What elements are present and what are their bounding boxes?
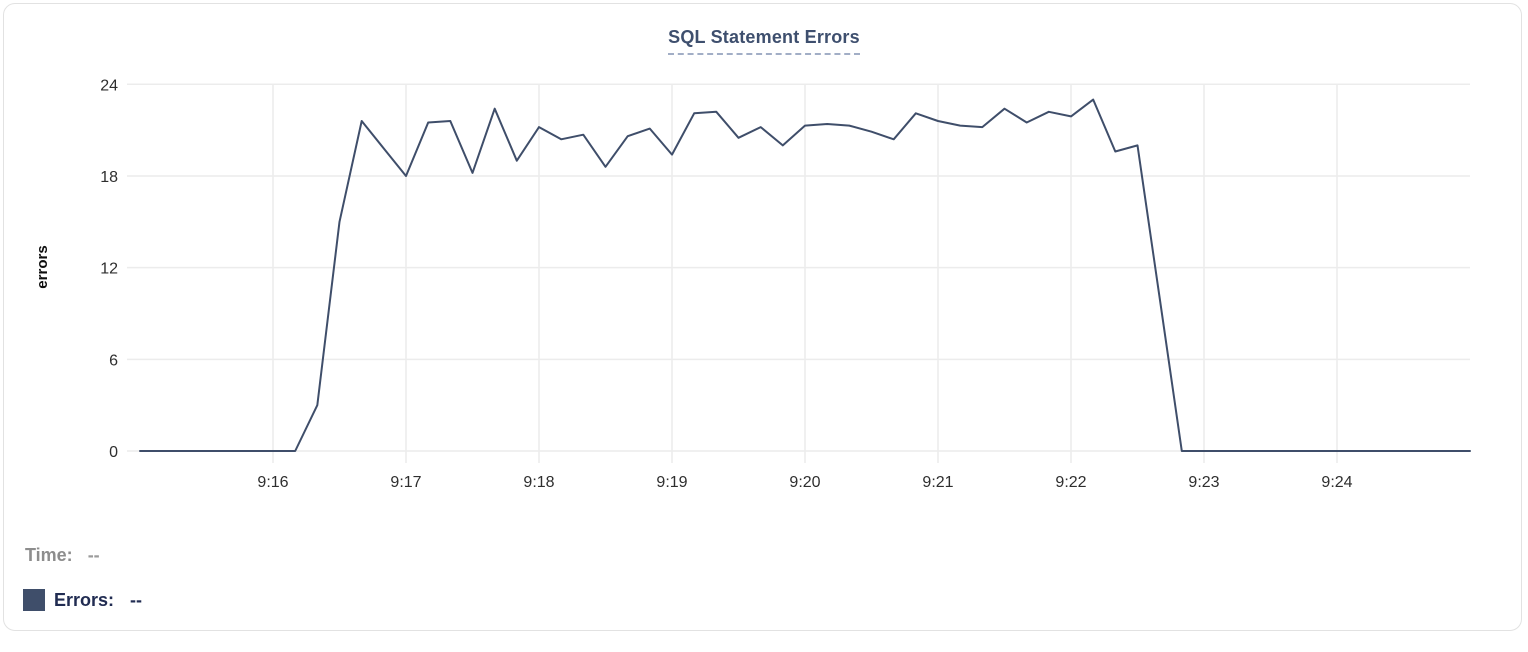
legend-errors-value: --: [130, 589, 143, 610]
x-tick-label: 9:20: [789, 474, 820, 491]
legend-errors-row: Errors: --: [23, 589, 142, 611]
x-tick-label: 9:18: [523, 474, 554, 491]
x-tick-label: 9:24: [1321, 474, 1352, 491]
x-tick-label: 9:19: [656, 474, 687, 491]
y-axis-label: errors: [34, 245, 51, 288]
title-row: SQL Statement Errors: [0, 27, 1528, 55]
x-tick-label: 9:23: [1188, 474, 1219, 491]
legend-time-label: Time:: [25, 545, 73, 565]
y-tick-label: 18: [100, 169, 118, 186]
chart-card: [3, 3, 1522, 631]
y-tick-label: 6: [109, 352, 118, 369]
chart-title[interactable]: SQL Statement Errors: [668, 27, 860, 55]
x-tick-label: 9:22: [1055, 474, 1086, 491]
legend-errors-label: Errors:: [54, 589, 115, 610]
x-tick-label: 9:16: [257, 474, 288, 491]
x-tick-label: 9:17: [390, 474, 421, 491]
legend-time-row: Time: --: [25, 545, 100, 566]
y-tick-label: 12: [100, 261, 118, 278]
errors-series-swatch: [23, 589, 45, 611]
errors-line[interactable]: [139, 98, 1471, 452]
y-tick-label: 24: [100, 77, 118, 94]
legend-time-value: --: [87, 545, 100, 565]
x-tick-label: 9:21: [922, 474, 953, 491]
y-tick-label: 0: [109, 444, 118, 461]
